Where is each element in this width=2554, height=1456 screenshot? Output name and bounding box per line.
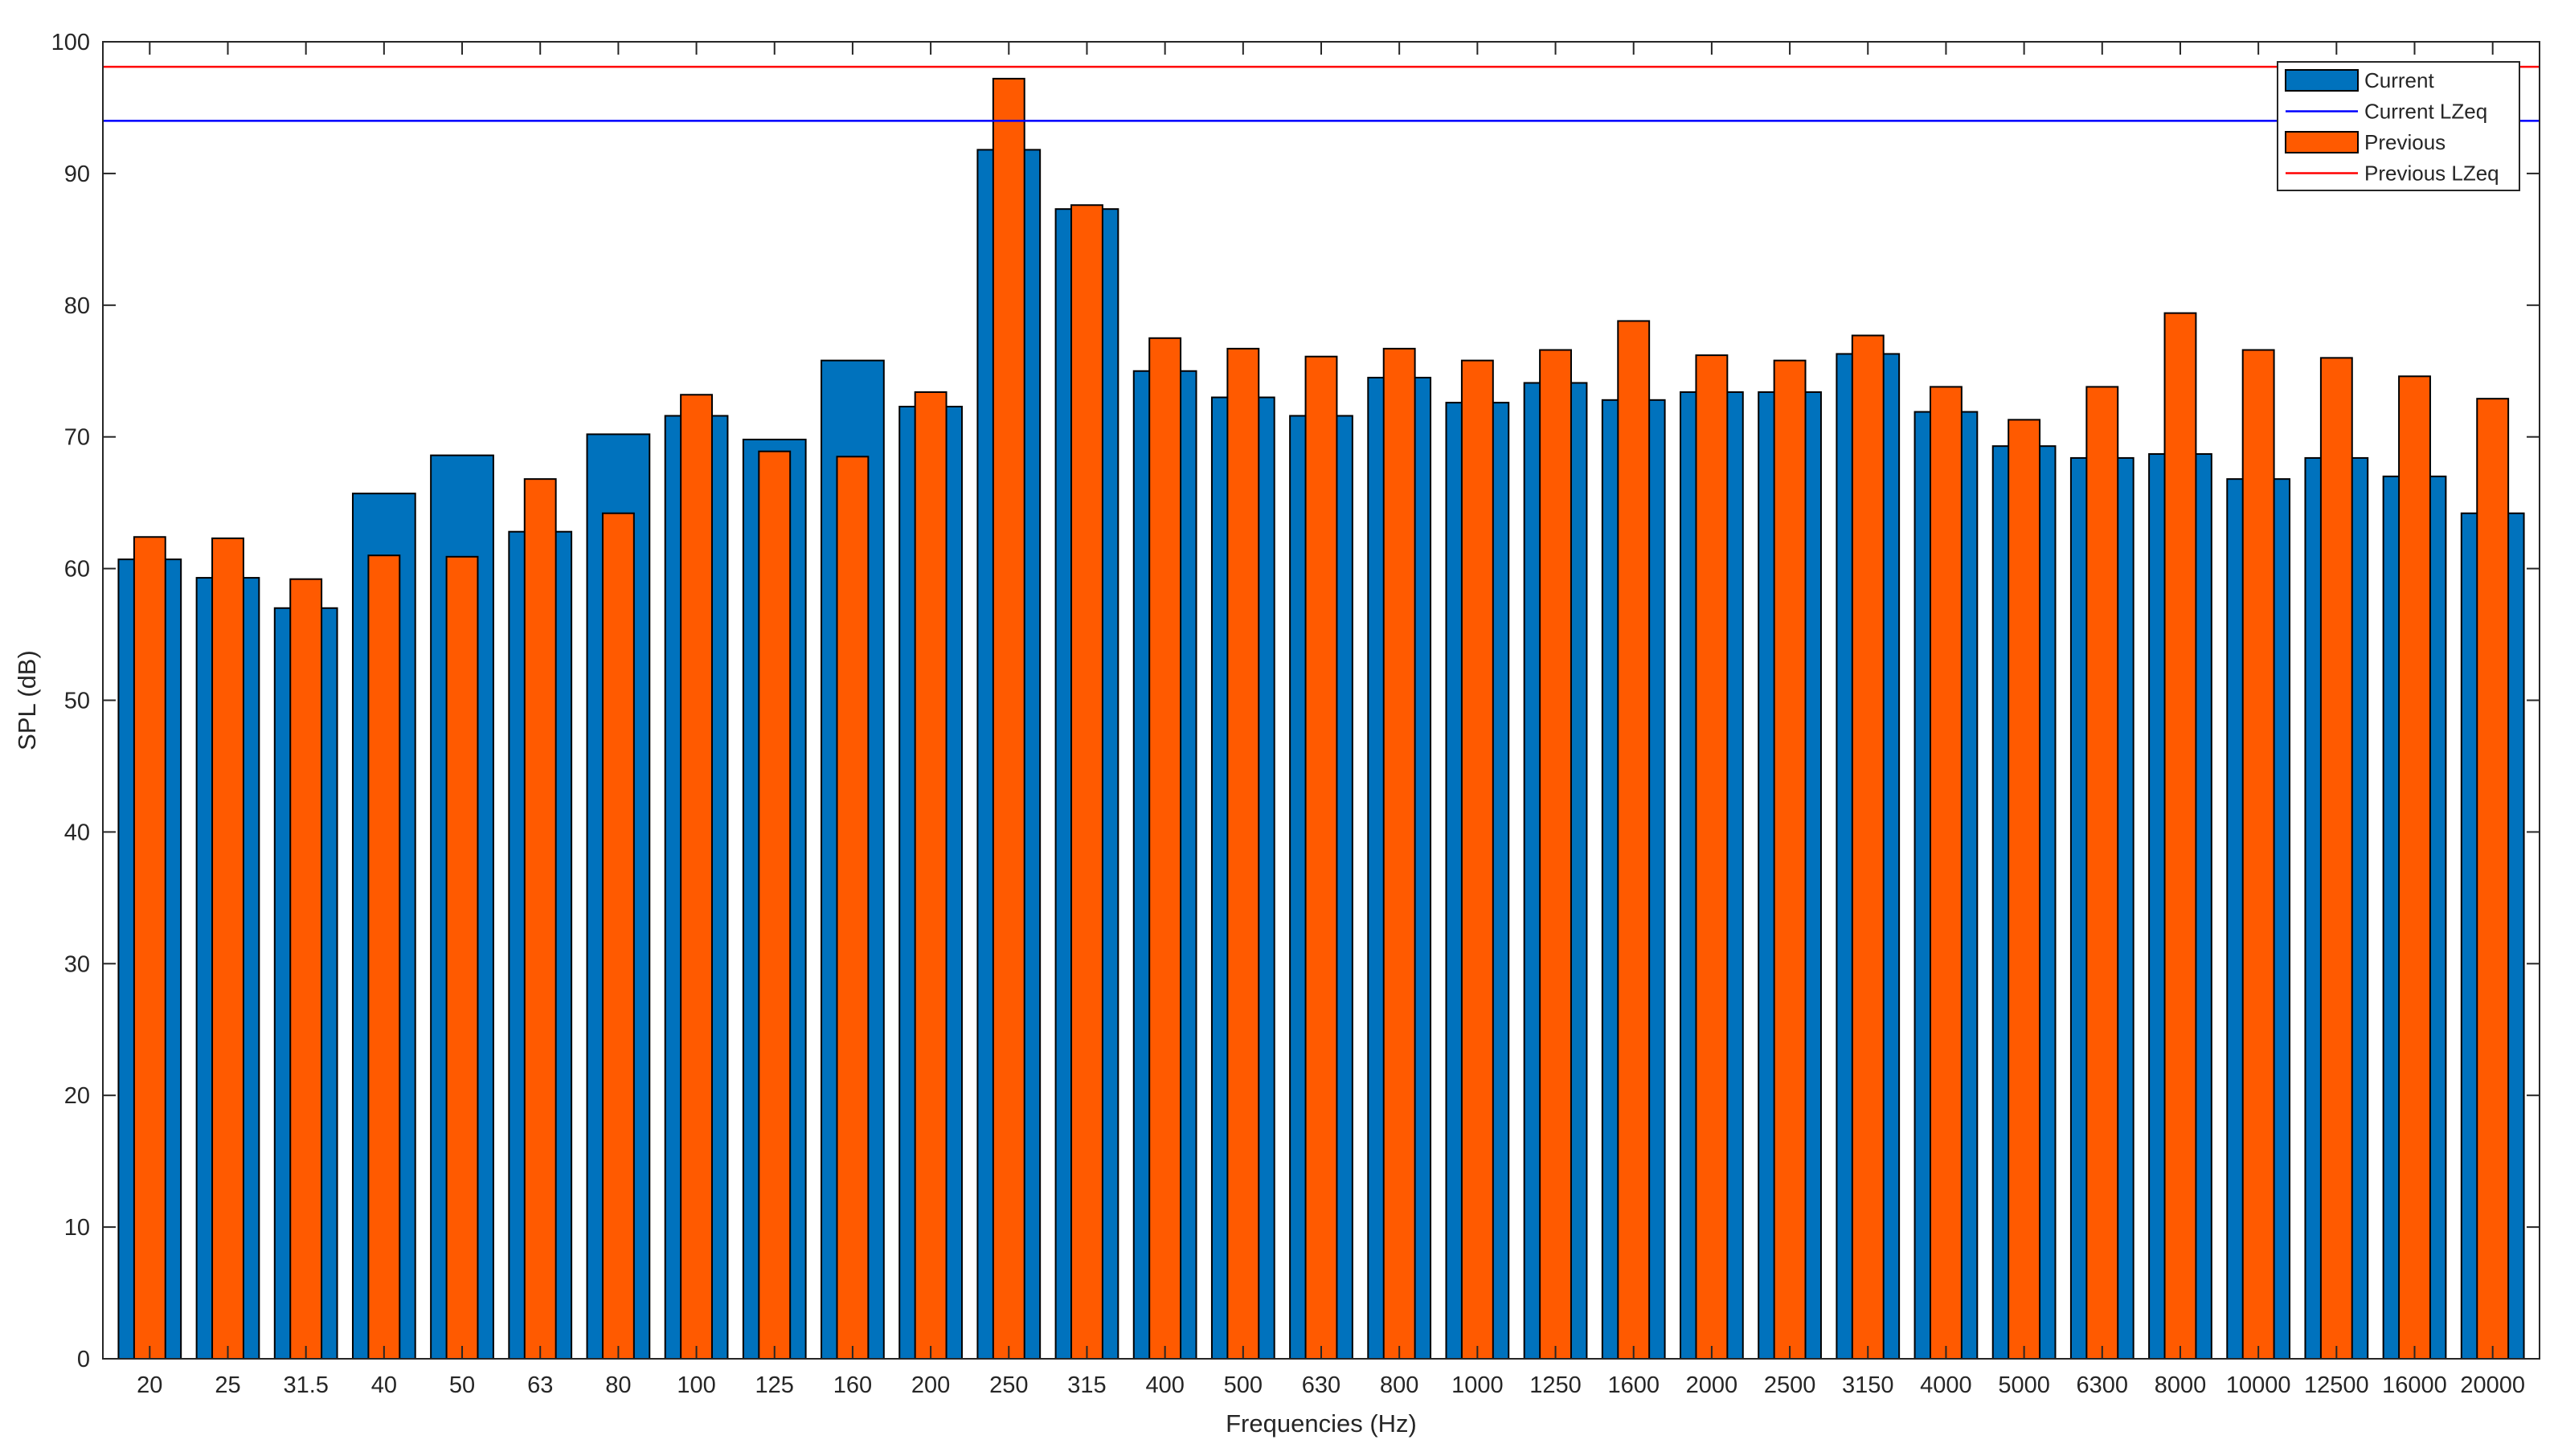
- x-tick-label: 100: [677, 1372, 715, 1398]
- x-tick-label: 160: [833, 1372, 872, 1398]
- x-tick-label: 250: [989, 1372, 1028, 1398]
- x-tick-label: 4000: [1920, 1372, 1972, 1398]
- previous-bar-10000: [2241, 349, 2275, 1360]
- y-tick-label: 50: [64, 689, 90, 714]
- previous-bar-3150: [1851, 334, 1885, 1360]
- previous-bar-1000: [1460, 359, 1494, 1360]
- x-tick-label: 12500: [2304, 1372, 2369, 1398]
- previous-bar-25: [211, 537, 244, 1360]
- lzeq-lines-group: [103, 65, 2540, 122]
- x-tick-label: 500: [1224, 1372, 1263, 1398]
- x-tick-label: 25: [215, 1372, 240, 1398]
- previous-bar-5000: [2008, 419, 2041, 1360]
- previous-bar-200: [914, 391, 948, 1360]
- legend-label-previous: Previous: [2364, 130, 2446, 154]
- x-tick-label: 8000: [2155, 1372, 2207, 1398]
- legend-label-current: Current: [2364, 68, 2434, 92]
- previous-bar-8000: [2163, 312, 2197, 1360]
- y-tick-label: 70: [64, 425, 90, 451]
- x-tick-label: 800: [1380, 1372, 1418, 1398]
- x-tick-label: 200: [911, 1372, 950, 1398]
- x-tick-label: 50: [449, 1372, 475, 1398]
- x-tick-label: 16000: [2382, 1372, 2447, 1398]
- previous-bar-160: [836, 456, 870, 1360]
- y-tick-label: 10: [64, 1215, 90, 1241]
- x-tick-label: 400: [1145, 1372, 1184, 1398]
- legend-swatch-current: [2285, 69, 2359, 92]
- y-tick-label: 80: [64, 293, 90, 319]
- previous-bar-40: [367, 554, 401, 1360]
- previous-bar-1600: [1617, 320, 1651, 1360]
- x-tick-label: 40: [371, 1372, 397, 1398]
- previous-bar-4000: [1930, 386, 1963, 1360]
- previous-bar-16000: [2398, 375, 2431, 1360]
- previous-bar-315: [1070, 204, 1103, 1360]
- y-tick-label: 100: [51, 30, 90, 55]
- legend-swatch-previous: [2285, 131, 2359, 153]
- x-tick-label: 125: [755, 1372, 794, 1398]
- x-tick-label: 2000: [1686, 1372, 1738, 1398]
- previous-bar-12500: [2319, 357, 2353, 1360]
- x-tick-label: 1250: [1529, 1372, 1582, 1398]
- y-tick-label: 20: [64, 1083, 90, 1109]
- previous-bar-400: [1148, 337, 1182, 1360]
- x-tick-label: 80: [605, 1372, 631, 1398]
- y-tick-label: 40: [64, 820, 90, 845]
- previous-bar-20000: [2476, 398, 2510, 1360]
- previous-bars-group: [133, 77, 2510, 1360]
- legend-label-previous-lzeq: Previous LZeq: [2364, 162, 2499, 186]
- x-axis-title: Frequencies (Hz): [1226, 1409, 1417, 1438]
- previous-bar-800: [1382, 347, 1416, 1360]
- previous-bar-31.5: [289, 578, 323, 1360]
- previous-bar-2000: [1695, 354, 1729, 1360]
- previous-bar-125: [758, 450, 792, 1360]
- x-tick-label: 630: [1302, 1372, 1340, 1398]
- previous-bar-100: [680, 394, 714, 1360]
- legend-label-current-lzeq: Current LZeq: [2364, 100, 2487, 124]
- legend: Current Current LZeq Previous Previous LZeq: [2277, 61, 2520, 191]
- previous-bar-1250: [1539, 349, 1572, 1360]
- previous-bar-20: [133, 536, 166, 1360]
- x-tick-label: 5000: [1998, 1372, 2050, 1398]
- y-tick-label: 60: [64, 557, 90, 583]
- previous-bar-2500: [1773, 359, 1807, 1360]
- y-tick-label: 30: [64, 951, 90, 977]
- x-tick-label: 315: [1067, 1372, 1106, 1398]
- y-axis-title: SPL (dB): [13, 650, 41, 750]
- x-tick-label: 1600: [1607, 1372, 1660, 1398]
- previous-bar-500: [1226, 347, 1260, 1360]
- previous-bar-250: [992, 77, 1025, 1360]
- previous-bar-6300: [2085, 386, 2119, 1360]
- previous-bar-50: [445, 555, 479, 1360]
- x-tick-label: 20: [137, 1372, 162, 1398]
- previous-bar-80: [601, 512, 635, 1360]
- previous-bar-630: [1304, 355, 1338, 1360]
- x-tick-label: 3150: [1842, 1372, 1894, 1398]
- x-tick-label: 31.5: [283, 1372, 328, 1398]
- x-tick-label: 2500: [1764, 1372, 1816, 1398]
- y-tick-label: 90: [64, 162, 90, 187]
- x-tick-label: 10000: [2226, 1372, 2291, 1398]
- x-tick-label: 63: [527, 1372, 553, 1398]
- y-tick-label: 0: [77, 1347, 90, 1372]
- x-tick-label: 20000: [2460, 1372, 2525, 1398]
- x-tick-label: 1000: [1451, 1372, 1504, 1398]
- ticks-group: 0 10 20 30 40 50 60 70 80 90 100 20 25 31.5 40 50 63 80 10…: [51, 30, 2540, 1398]
- previous-bar-63: [523, 478, 557, 1360]
- x-tick-label: 6300: [2077, 1372, 2129, 1398]
